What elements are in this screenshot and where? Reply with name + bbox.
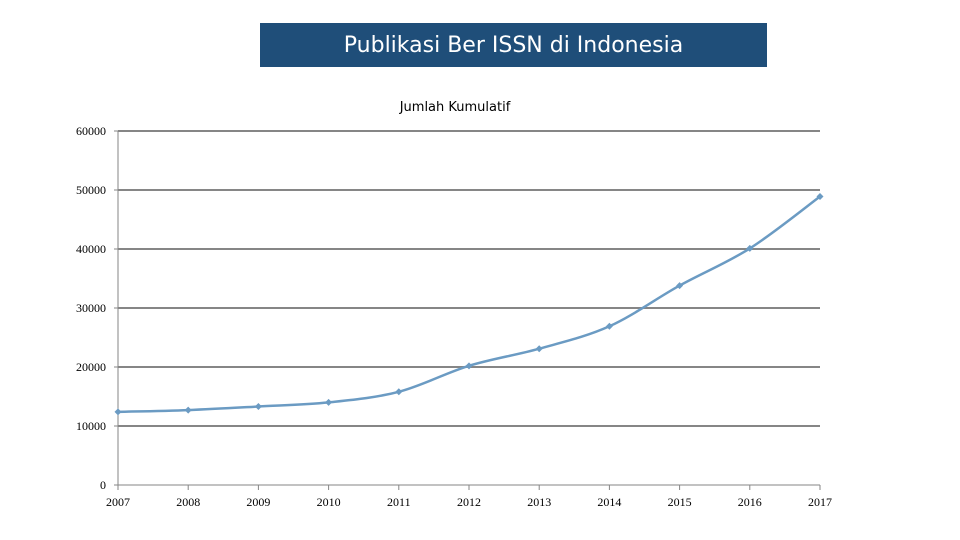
- data-point: [395, 388, 403, 396]
- x-tick-label: 2009: [246, 495, 270, 509]
- y-tick-label: 30000: [76, 301, 106, 315]
- series-line: [117, 195, 821, 414]
- y-tick-label: 60000: [76, 124, 106, 138]
- y-tick-label: 0: [100, 478, 106, 492]
- data-point: [465, 362, 473, 370]
- data-point: [114, 408, 122, 416]
- chart-title: Jumlah Kumulatif: [399, 100, 511, 115]
- data-point: [254, 403, 262, 411]
- data-point: [746, 244, 754, 252]
- x-tick-label: 2015: [668, 495, 692, 509]
- data-point: [184, 406, 192, 414]
- data-point: [605, 322, 613, 330]
- x-tick-label: 2012: [457, 495, 481, 509]
- y-tick-label: 20000: [76, 360, 106, 374]
- x-tick-label: 2008: [176, 495, 200, 509]
- data-point: [676, 282, 684, 290]
- data-point: [816, 192, 824, 200]
- title-banner: Publikasi Ber ISSN di Indonesia: [260, 23, 767, 67]
- data-point: [535, 345, 543, 353]
- x-tick-label: 2011: [387, 495, 411, 509]
- x-tick-label: 2013: [527, 495, 551, 509]
- x-tick-label: 2007: [106, 495, 130, 509]
- y-tick-label: 50000: [76, 183, 106, 197]
- data-point: [325, 398, 333, 406]
- y-tick-label: 10000: [76, 419, 106, 433]
- x-tick-label: 2014: [597, 495, 621, 509]
- y-tick-label: 40000: [76, 242, 106, 256]
- x-tick-label: 2016: [738, 495, 762, 509]
- x-tick-label: 2017: [808, 495, 832, 509]
- x-tick-label: 2010: [317, 495, 341, 509]
- banner-title: Publikasi Ber ISSN di Indonesia: [343, 32, 684, 58]
